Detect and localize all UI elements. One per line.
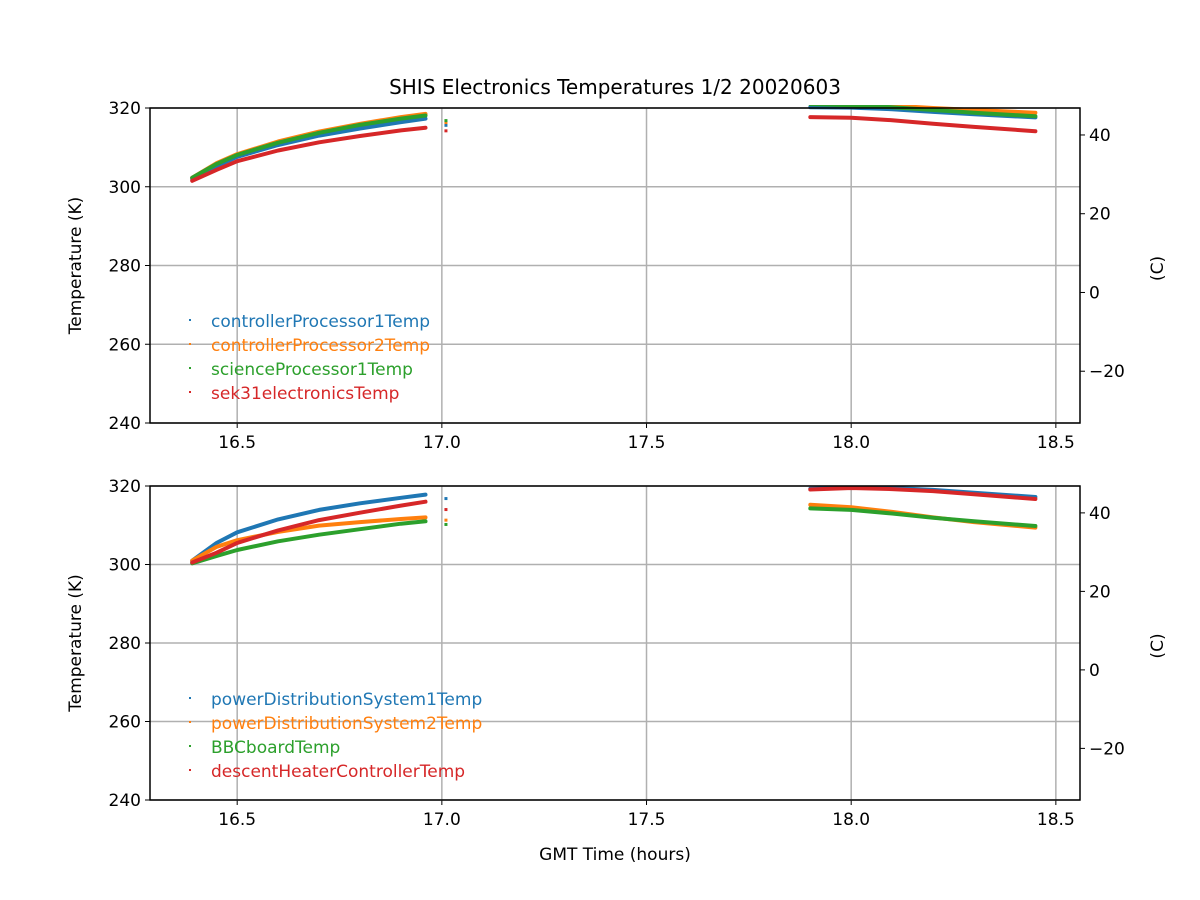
legend-label: controllerProcessor2Temp [211,336,430,356]
data-point [444,508,448,512]
legend-marker [189,769,191,771]
y-tick-label: 240 [109,414,141,434]
right-y-tick-label: 20 [1089,205,1111,225]
right-y-tick-label: 40 [1089,504,1111,524]
y-axis-label: Temperature (K) [66,574,86,713]
legend-marker [189,745,191,747]
data-point [444,129,448,133]
data-point [444,522,448,526]
x-tick-label: 18.5 [1037,810,1075,830]
y-tick-label: 260 [109,713,141,733]
y-tick-label: 320 [109,99,141,119]
right-y-axis-label: (C) [1148,256,1168,281]
series-segment [190,499,428,565]
legend-marker [189,697,191,699]
series-segment [808,115,1038,134]
data-layer [190,485,1038,566]
x-tick-label: 16.5 [218,810,256,830]
right-y-axis-label: (C) [1148,633,1168,658]
panel-1: 16.5 17.0 17.5 18.0 18.5 240 260 280 300 320 −20 0 2… [66,99,1168,453]
y-tick-label: 240 [109,791,141,811]
legend-label: sek31electronicsTemp [211,384,399,404]
data-point [444,123,448,127]
right-y-tick-label: −20 [1089,362,1125,382]
right-y-tick-label: 40 [1089,126,1111,146]
x-tick-label: 18.0 [832,810,870,830]
x-axis-label: GMT Time (hours) [539,845,691,865]
axes-frame [149,485,1081,801]
series-segment [190,116,428,181]
legend-marker [189,721,191,723]
legend-marker [189,343,191,345]
x-tick-label: 17.0 [423,433,461,453]
series-segment [190,519,428,566]
y-tick-label: 280 [109,257,141,277]
axes-frame [149,107,1081,424]
x-tick-label: 16.5 [218,433,256,453]
x-tick-label: 17.5 [628,810,666,830]
y-tick-label: 300 [109,556,141,576]
legend-marker [189,367,191,369]
y-tick-label: 260 [109,335,141,355]
data-point [444,119,448,123]
y-tick-label: 300 [109,178,141,198]
legend-label: BBCboardTemp [211,738,340,758]
legend-label: controllerProcessor1Temp [211,312,430,332]
series-segment [190,515,428,563]
x-tick-label: 18.0 [832,433,870,453]
series-segment [190,492,428,563]
right-y-tick-label: 20 [1089,582,1111,602]
legend-marker [189,319,191,321]
y-axis-label: Temperature (K) [66,197,86,336]
right-y-tick-label: 0 [1089,661,1100,681]
legend-label: powerDistributionSystem2Temp [211,714,482,734]
legend-label: descentHeaterControllerTemp [211,762,465,782]
series-segment [190,113,428,180]
legend: powerDistributionSystem1Temp powerDistrib… [189,690,482,782]
data-point [444,121,448,125]
legend-label: powerDistributionSystem1Temp [211,690,482,710]
data-point [444,497,448,501]
chart-title: SHIS Electronics Temperatures 1/2 200206… [389,75,841,99]
legend: controllerProcessor1Temp controllerProces… [189,312,430,404]
series-segment [808,506,1038,528]
series-segment [190,125,428,183]
right-y-tick-label: −20 [1089,739,1125,759]
x-tick-label: 17.5 [628,433,666,453]
data-layer [190,105,1038,183]
y-tick-label: 320 [109,477,141,497]
x-tick-label: 17.0 [423,810,461,830]
right-y-tick-label: 0 [1089,283,1100,303]
panel-2: 16.5 17.0 17.5 18.0 18.5 240 260 280 300 320 −20 0 2… [66,477,1168,830]
y-tick-label: 280 [109,634,141,654]
legend-marker [189,391,191,393]
data-point [444,518,448,522]
series-segment [808,486,1038,501]
x-tick-label: 18.5 [1037,433,1075,453]
legend-label: scienceProcessor1Temp [211,360,413,380]
